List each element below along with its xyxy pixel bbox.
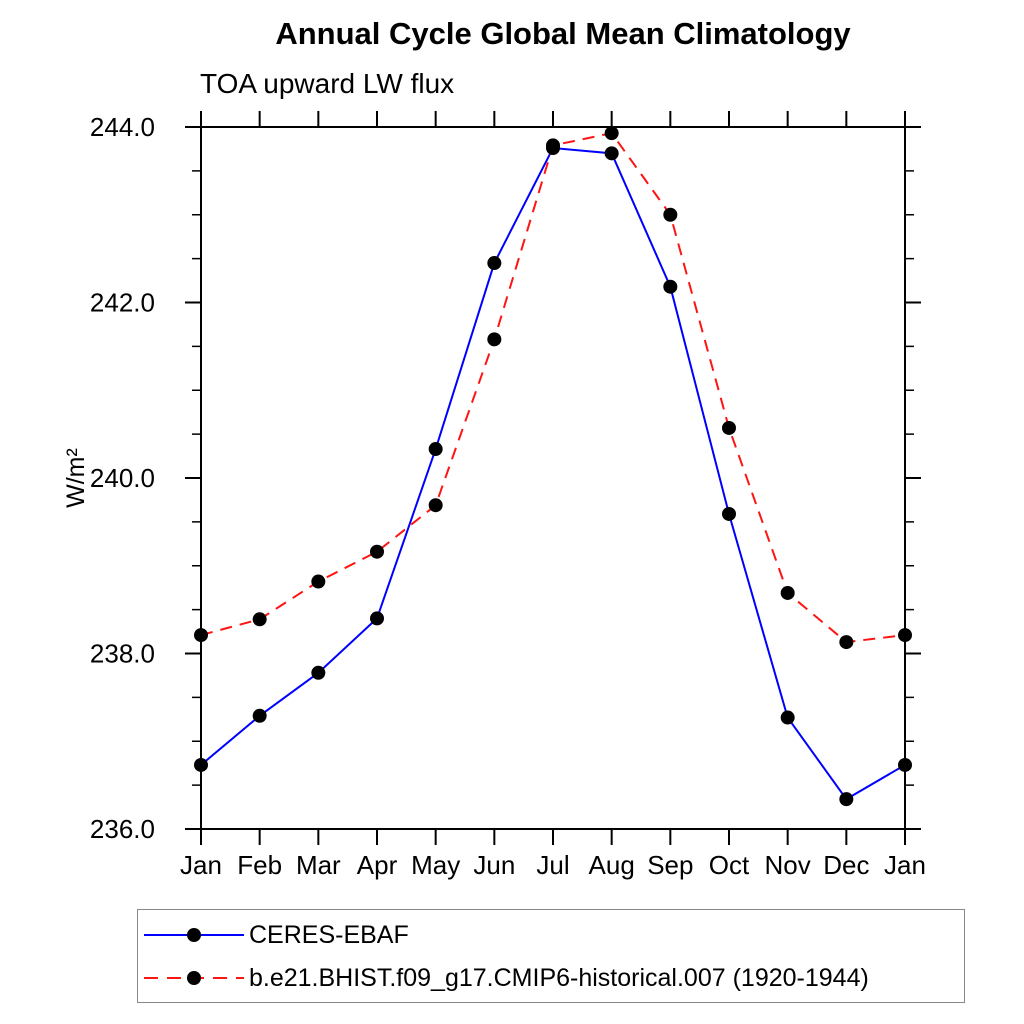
data-point-marker <box>898 628 912 643</box>
x-tick-label: Feb <box>237 850 282 880</box>
legend-item-model-run: b.e21.BHIST.f09_g17.CMIP6-historical.007… <box>144 963 869 993</box>
x-tick-label: Dec <box>823 850 869 880</box>
series-markers-1 <box>194 126 912 650</box>
data-point-marker <box>370 544 384 559</box>
x-tick-label: Jun <box>473 850 515 880</box>
data-point-marker <box>487 256 502 271</box>
data-point-marker <box>370 611 384 626</box>
data-point-marker <box>839 635 854 650</box>
data-point-marker <box>311 665 326 680</box>
data-point-marker <box>604 146 619 161</box>
data-point-marker <box>252 612 267 627</box>
x-tick-label: Aug <box>589 850 635 880</box>
y-axis-tick-labels: 236.0 238.0 240.0 242.0 244.0 <box>90 112 155 844</box>
data-point-marker <box>194 628 208 643</box>
x-tick-label: Sep <box>647 850 693 880</box>
x-tick-label: Oct <box>709 850 750 880</box>
legend-swatch-dashed-line-dot-icon <box>144 971 244 985</box>
y-axis-ticks <box>185 126 921 830</box>
x-tick-label: May <box>411 850 460 880</box>
data-point-marker <box>663 207 678 222</box>
series-line-1 <box>200 132 906 644</box>
x-tick-label: Jan <box>884 850 926 880</box>
y-tick-label: 236.0 <box>90 814 155 844</box>
y-tick-label: 242.0 <box>90 288 155 318</box>
x-tick-label: Apr <box>357 850 398 880</box>
data-point-marker <box>487 332 502 347</box>
data-point-marker <box>898 757 912 772</box>
x-tick-label: Jan <box>180 850 222 880</box>
series-line-0 <box>200 147 906 801</box>
x-axis-tick-labels: Jan Feb Mar Apr May Jun Jul Aug Sep Oct Nov Dec Jan <box>180 850 926 880</box>
data-point-marker <box>722 506 736 521</box>
data-point-marker <box>546 138 560 153</box>
data-point-marker <box>839 792 854 807</box>
data-point-marker <box>722 420 736 435</box>
y-tick-label: 244.0 <box>90 112 155 142</box>
y-tick-label: 238.0 <box>90 639 155 669</box>
series-markers-0 <box>194 141 912 807</box>
data-point-marker <box>252 708 267 723</box>
legend: CERES-EBAF b.e21.BHIST.f09_g17.CMIP6-his… <box>137 909 965 1003</box>
plot-frame <box>200 126 906 830</box>
data-point-marker <box>663 279 678 294</box>
y-tick-label: 240.0 <box>90 463 155 493</box>
legend-label: CERES-EBAF <box>249 920 409 949</box>
legend-swatch-solid-line-dot-icon <box>144 928 244 942</box>
data-point-marker <box>604 126 619 141</box>
legend-label: b.e21.BHIST.f09_g17.CMIP6-historical.007… <box>249 963 869 992</box>
x-tick-label: Mar <box>296 850 341 880</box>
legend-item-ceres-ebaf: CERES-EBAF <box>144 920 409 950</box>
data-point-marker <box>780 585 795 600</box>
data-point-marker <box>311 574 326 589</box>
x-tick-label: Nov <box>765 850 811 880</box>
data-point-marker <box>780 710 795 725</box>
chart-subtitle: TOA upward LW flux <box>200 68 455 99</box>
data-point-marker <box>428 498 443 513</box>
x-axis-ticks <box>200 111 906 845</box>
data-point-marker <box>428 442 443 457</box>
x-tick-label: Jul <box>536 850 569 880</box>
data-point-marker <box>194 757 208 772</box>
chart-title: Annual Cycle Global Mean Climatology <box>275 16 851 51</box>
